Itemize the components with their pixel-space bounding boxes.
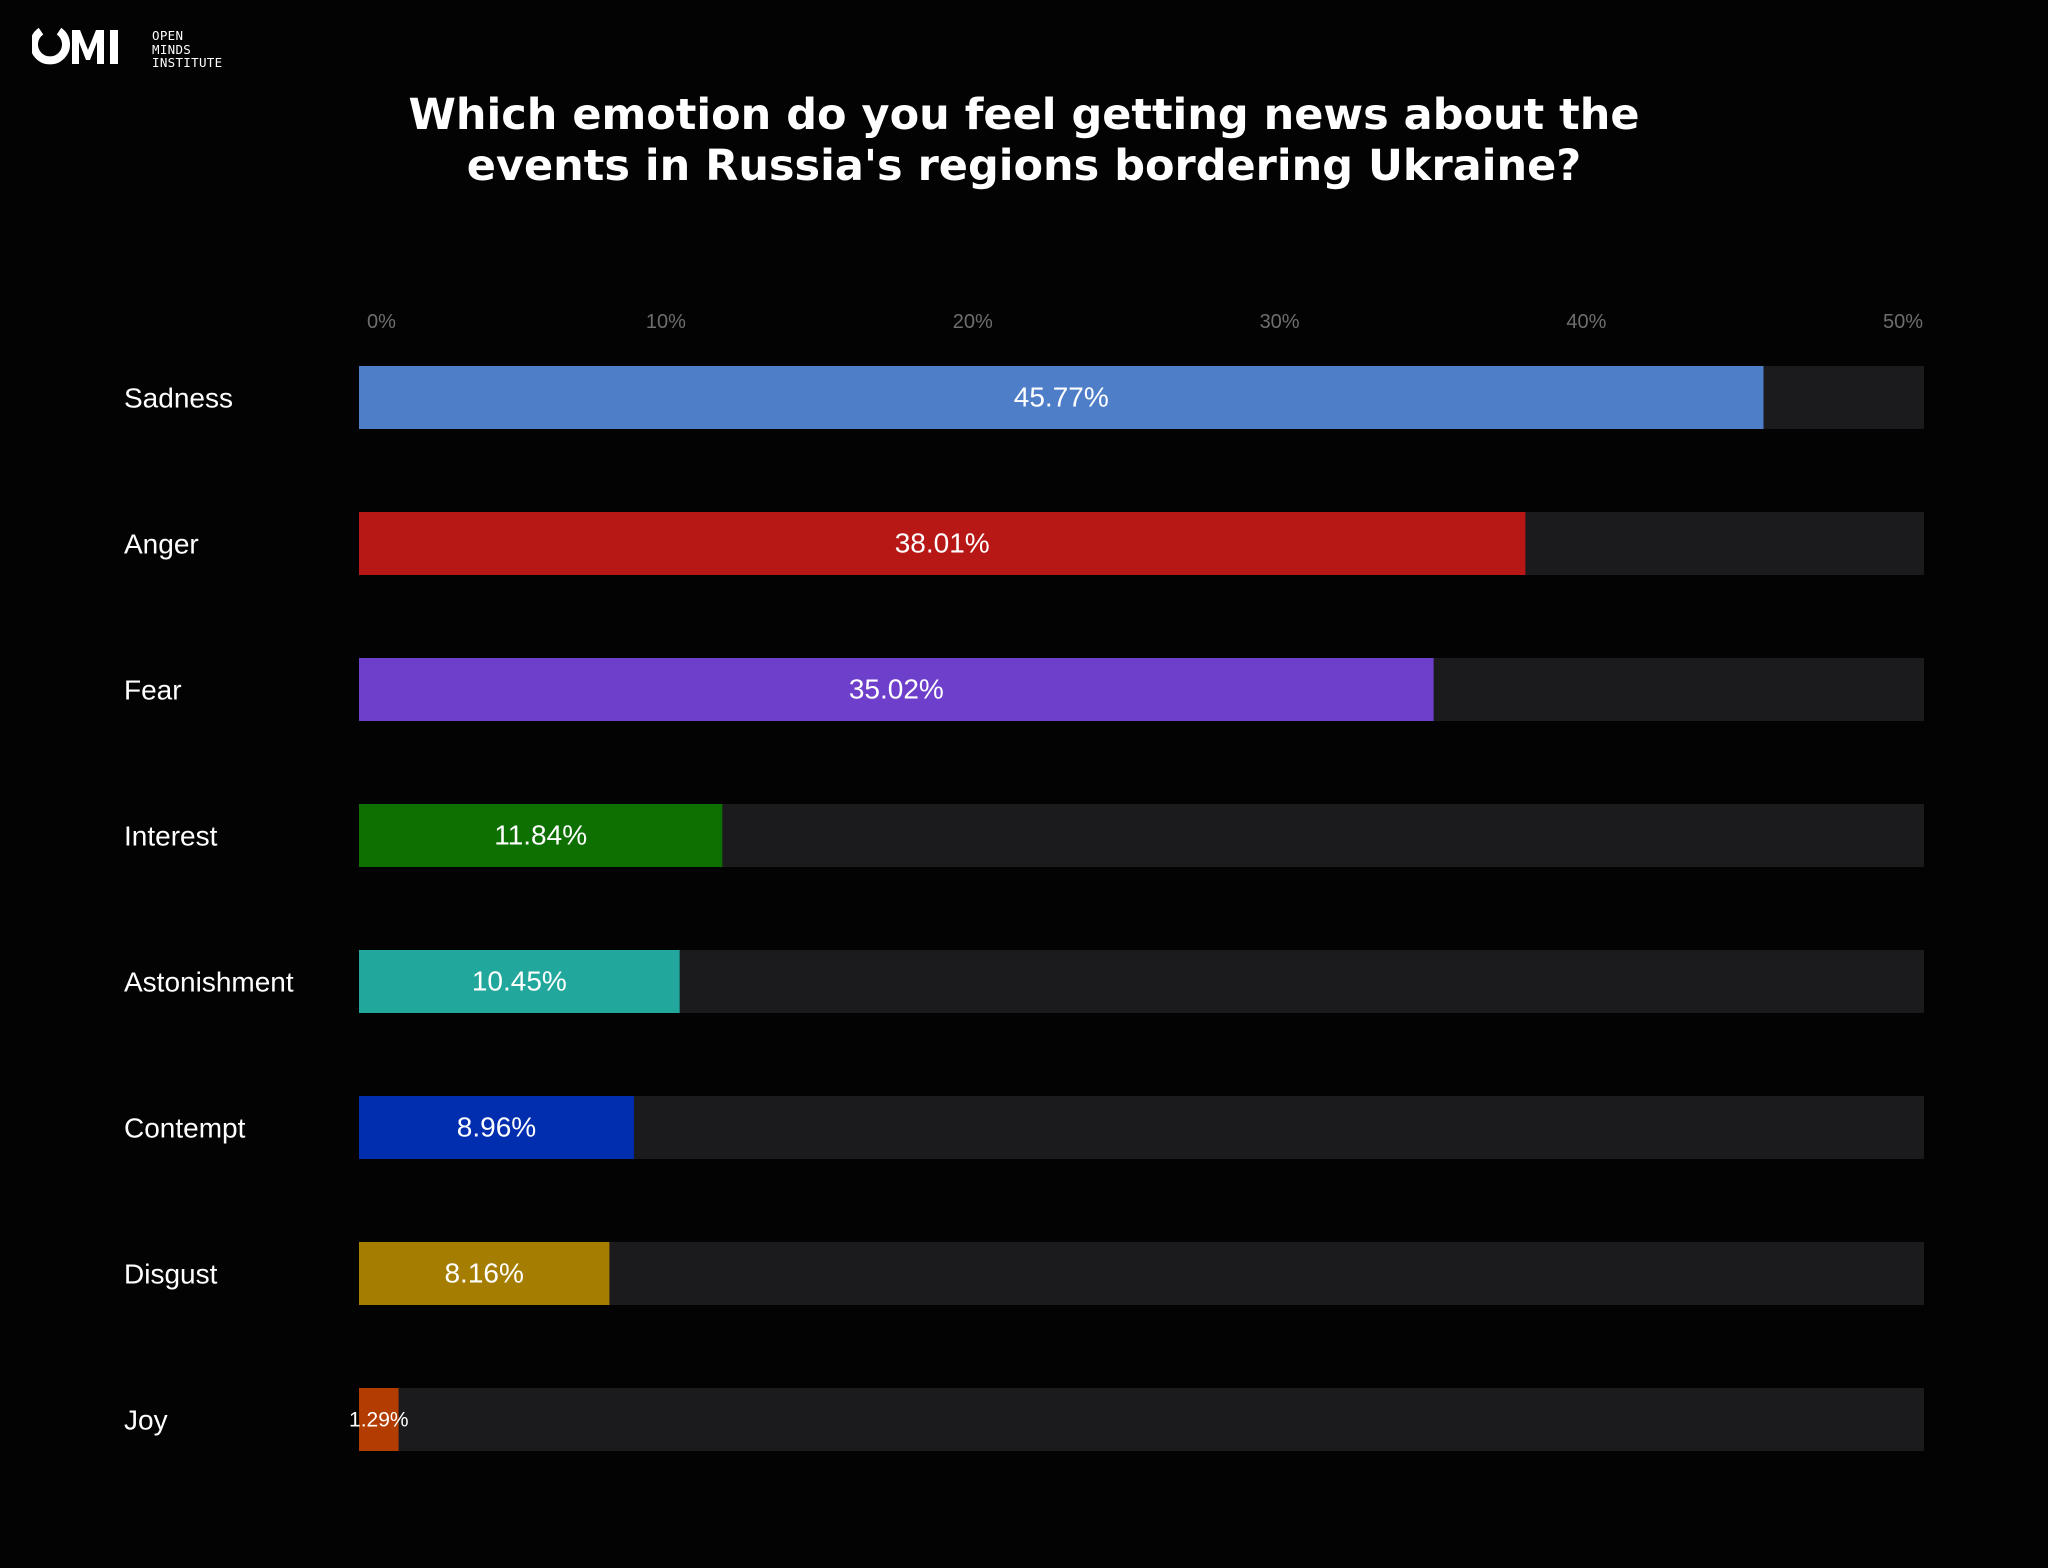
x-tick-label: 40%	[1566, 311, 1606, 333]
bar	[359, 1096, 634, 1159]
bar	[359, 512, 1526, 575]
bar	[359, 804, 723, 867]
bar	[359, 366, 1764, 429]
logo-line: MINDS	[152, 41, 192, 57]
x-tick-label: 30%	[1260, 311, 1300, 333]
bar-track	[359, 1388, 1924, 1451]
category-label: Contempt	[124, 1113, 246, 1144]
category-label: Anger	[124, 529, 199, 560]
bar-value-label: 10.45%	[472, 966, 567, 997]
chart-title-line: Which emotion do you feel getting news a…	[408, 90, 1640, 140]
bar	[359, 950, 680, 1013]
chart-title-line: events in Russia's regions bordering Ukr…	[466, 141, 1582, 191]
x-tick-label: 50%	[1883, 311, 1923, 333]
bar	[359, 1388, 399, 1451]
logo-wordmark: OPEN MINDS INSTITUTE	[152, 29, 222, 70]
bar-value-label: 8.16%	[444, 1258, 523, 1289]
category-label: Disgust	[124, 1259, 218, 1290]
bar	[359, 658, 1434, 721]
bar	[359, 1242, 610, 1305]
category-label: Sadness	[124, 383, 233, 414]
omi-logo-mark	[32, 27, 118, 65]
bar-value-label: 11.84%	[494, 820, 587, 851]
category-label: Joy	[124, 1405, 168, 1436]
x-tick-label: 10%	[646, 311, 686, 333]
bar-value-label: 35.02%	[849, 674, 944, 705]
bar-value-label: 1.29%	[349, 1409, 409, 1432]
x-tick-label: 20%	[953, 311, 993, 333]
bar-value-label: 38.01%	[895, 528, 990, 559]
bar-track	[359, 1242, 1924, 1305]
logo-line: INSTITUTE	[152, 55, 223, 70]
category-label: Interest	[124, 821, 218, 852]
x-tick-label: 0%	[367, 311, 396, 333]
chart-title: Which emotion do you feel getting news a…	[374, 90, 1674, 192]
logo-line: OPEN	[152, 28, 184, 43]
bar-value-label: 8.96%	[457, 1112, 536, 1143]
bar-value-label: 45.77%	[1014, 382, 1109, 413]
category-label: Astonishment	[124, 967, 294, 998]
omi-logo: OPEN MINDS INSTITUTE	[32, 26, 252, 76]
category-label: Fear	[124, 675, 182, 706]
